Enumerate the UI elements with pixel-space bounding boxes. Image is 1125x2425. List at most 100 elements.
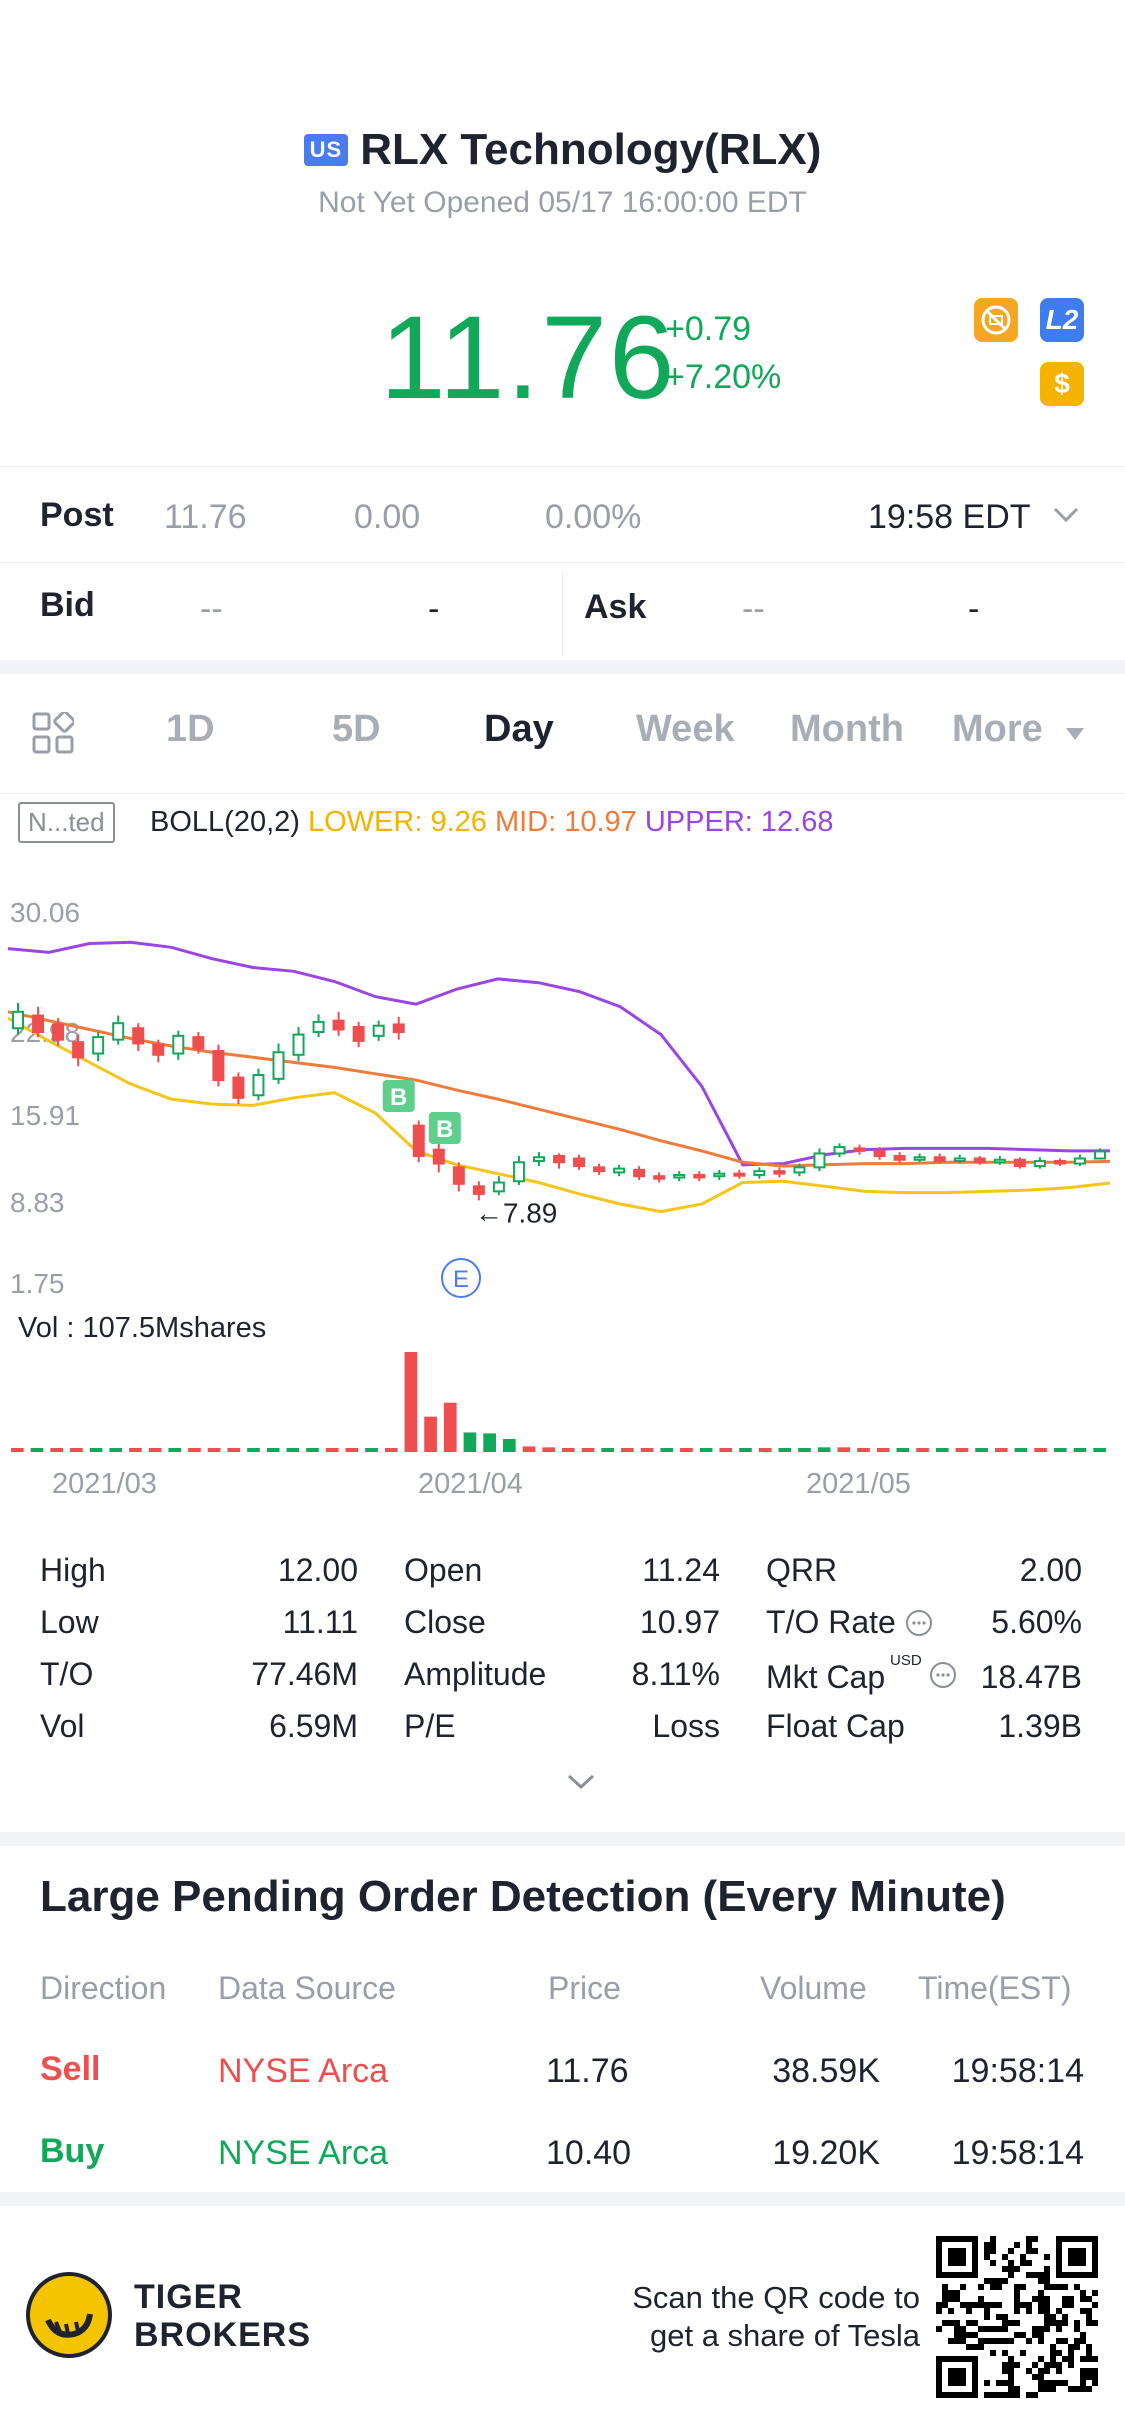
volume-bar: [1073, 1448, 1087, 1452]
layout-grid-icon[interactable]: [32, 712, 74, 754]
volume-bar: [424, 1416, 437, 1452]
promo-line1: Scan the QR code to: [632, 2280, 920, 2315]
volume-bar: [935, 1448, 949, 1452]
candle-body: [653, 1175, 666, 1180]
column-header: Volume: [760, 1970, 867, 2006]
candle-body: [773, 1170, 786, 1175]
volume-label: Vol : 107.5Mshares: [18, 1312, 267, 1344]
candle-body: [1013, 1158, 1026, 1168]
buy-marker-label: B: [390, 1084, 407, 1111]
volume-bar: [640, 1448, 654, 1452]
y-tick: 8.83: [10, 1187, 65, 1218]
candle-body: [633, 1168, 646, 1178]
brand-name-line2: BROKERS: [134, 2316, 312, 2354]
post-time[interactable]: 19:58 EDT: [868, 498, 1031, 536]
caret-down-icon[interactable]: [1066, 728, 1084, 742]
ask-price: --: [742, 590, 765, 628]
candle-body: [1053, 1160, 1066, 1165]
stat-value: 1.39B: [998, 1708, 1082, 1744]
volume-bar: [916, 1448, 929, 1452]
tab-day[interactable]: Day: [484, 708, 554, 750]
candle-body: [92, 1036, 105, 1055]
candle-body: [913, 1156, 926, 1161]
tab-more[interactable]: More: [952, 708, 1043, 750]
candle-body: [212, 1050, 225, 1082]
candle-body: [893, 1154, 906, 1161]
min-price-marker: ←7.89: [475, 1197, 558, 1228]
volume-bar: [896, 1448, 910, 1452]
volume-bar: [168, 1448, 182, 1452]
last-price: 11.76: [380, 292, 677, 424]
order-time: 19:58:14: [951, 2052, 1084, 2090]
order-time: 19:58:14: [951, 2134, 1084, 2172]
tiger-logo-icon: [26, 2272, 112, 2358]
tab-5d[interactable]: 5D: [332, 708, 381, 750]
boll-mid-line: [7, 1010, 1111, 1168]
volume-bar: [443, 1402, 457, 1452]
price-change: +0.79: [665, 310, 752, 348]
no-short-icon[interactable]: [974, 298, 1018, 342]
column-header: Data Source: [218, 1970, 396, 2006]
volume-bar: [857, 1448, 870, 1452]
divider: [0, 466, 1125, 467]
expand-chevron-icon[interactable]: [566, 1772, 596, 1792]
tab-1d[interactable]: 1D: [166, 708, 215, 750]
stat-label: T/O: [40, 1656, 94, 1692]
info-icon[interactable]: [904, 1608, 934, 1638]
candle-body: [112, 1022, 125, 1041]
info-icon[interactable]: [928, 1660, 958, 1690]
section-gap: [0, 1832, 1125, 1846]
market-badge: US: [303, 134, 349, 166]
volume-bar: [384, 1448, 398, 1452]
volume-bar: [365, 1448, 378, 1452]
volume-bar: [955, 1448, 969, 1452]
volume-bar: [129, 1448, 142, 1452]
boll-lower: LOWER: 9.26: [307, 806, 487, 838]
buy-marker-label: B: [436, 1116, 453, 1143]
candle-body: [252, 1074, 265, 1097]
candle-body: [392, 1023, 405, 1034]
volume-bar: [581, 1448, 595, 1452]
candle-body: [52, 1023, 65, 1041]
stat-value: 2.00: [1019, 1552, 1082, 1588]
stock-title: RLX Technology(RLX): [360, 125, 822, 174]
candle-body: [593, 1166, 606, 1173]
post-change: 0.00: [354, 498, 421, 536]
stat-label: Low: [40, 1604, 99, 1640]
order-volume: 38.59K: [772, 2052, 880, 2090]
dollar-icon[interactable]: $: [1040, 362, 1084, 406]
section-gap: [0, 2192, 1125, 2206]
tab-week[interactable]: Week: [636, 708, 735, 750]
ask-label: Ask: [584, 588, 647, 626]
tab-month[interactable]: Month: [790, 708, 904, 750]
volume-bar: [837, 1447, 851, 1452]
large-orders-title: Large Pending Order Detection (Every Min…: [40, 1872, 1006, 1921]
volume-bar: [1093, 1448, 1106, 1452]
indicator-select[interactable]: N...ted: [18, 802, 115, 843]
candle-body: [933, 1156, 946, 1163]
price-chart[interactable]: B B ←7.89 E: [0, 880, 1125, 1500]
order-source: NYSE Arca: [218, 2052, 389, 2090]
volume-bar: [463, 1432, 477, 1452]
volume-bar: [994, 1448, 1008, 1452]
candle-body: [452, 1166, 465, 1185]
stat-value: 12.00: [277, 1552, 358, 1588]
chevron-down-icon[interactable]: [1053, 507, 1079, 523]
stat-label: QRR: [766, 1552, 838, 1588]
volume-bar: [699, 1448, 713, 1452]
buy-marker: [428, 1112, 461, 1144]
level2-icon[interactable]: L2: [1040, 298, 1084, 342]
volume-bar: [30, 1448, 44, 1452]
candle-body: [232, 1076, 245, 1099]
order-direction: Buy: [40, 2132, 105, 2170]
candle-body: [993, 1158, 1006, 1164]
volume-bar: [483, 1433, 496, 1452]
candle-body: [553, 1154, 565, 1164]
y-tick: 15.91: [10, 1100, 81, 1131]
candle-body: [12, 1010, 25, 1030]
volume-bar: [207, 1448, 221, 1452]
candle-body: [733, 1172, 746, 1177]
stat-value: 11.24: [642, 1552, 720, 1588]
qr-code-icon[interactable]: [936, 2236, 1098, 2398]
candle-body: [793, 1166, 806, 1174]
